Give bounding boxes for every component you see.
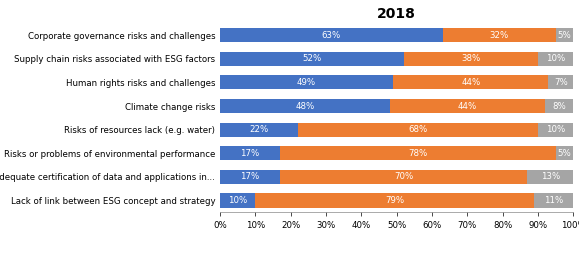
Bar (393, 75, 548, 89)
Bar (298, 123, 538, 137)
Bar (538, 52, 573, 66)
Bar (220, 193, 255, 208)
Bar (404, 52, 538, 66)
Bar (220, 99, 390, 113)
Text: 10%: 10% (546, 125, 565, 134)
Bar (538, 123, 573, 137)
Bar (534, 193, 573, 208)
Title: 2018: 2018 (377, 7, 416, 21)
Text: 44%: 44% (457, 102, 477, 111)
Text: 70%: 70% (394, 172, 413, 181)
Text: 10%: 10% (228, 196, 247, 205)
Bar (220, 170, 280, 184)
Text: 49%: 49% (297, 78, 316, 87)
Text: 8%: 8% (552, 102, 566, 111)
Text: 32%: 32% (489, 31, 509, 40)
Text: 17%: 17% (240, 149, 259, 158)
Text: 11%: 11% (544, 196, 563, 205)
Bar (548, 75, 573, 89)
Bar (220, 52, 404, 66)
Text: 10%: 10% (546, 54, 565, 63)
Bar (220, 123, 298, 137)
Bar (527, 170, 573, 184)
Bar (556, 146, 573, 160)
Text: 79%: 79% (385, 196, 404, 205)
Bar (442, 28, 556, 42)
Bar (255, 193, 534, 208)
Legend: Investment in the company is not possible, Analysis is required, No effect: Investment in the company is not possibl… (206, 258, 579, 259)
Text: 17%: 17% (240, 172, 259, 181)
Bar (220, 146, 280, 160)
Text: 13%: 13% (541, 172, 560, 181)
Text: 48%: 48% (295, 102, 314, 111)
Bar (220, 28, 442, 42)
Text: 5%: 5% (558, 149, 571, 158)
Text: 78%: 78% (408, 149, 427, 158)
Bar (220, 75, 393, 89)
Bar (280, 170, 527, 184)
Text: 5%: 5% (558, 31, 571, 40)
Bar (390, 99, 545, 113)
Bar (556, 28, 573, 42)
Text: 22%: 22% (249, 125, 269, 134)
Text: 7%: 7% (554, 78, 568, 87)
Text: 44%: 44% (461, 78, 481, 87)
Bar (280, 146, 556, 160)
Text: 52%: 52% (302, 54, 321, 63)
Bar (545, 99, 573, 113)
Text: 38%: 38% (461, 54, 481, 63)
Text: 68%: 68% (408, 125, 427, 134)
Text: 63%: 63% (322, 31, 341, 40)
